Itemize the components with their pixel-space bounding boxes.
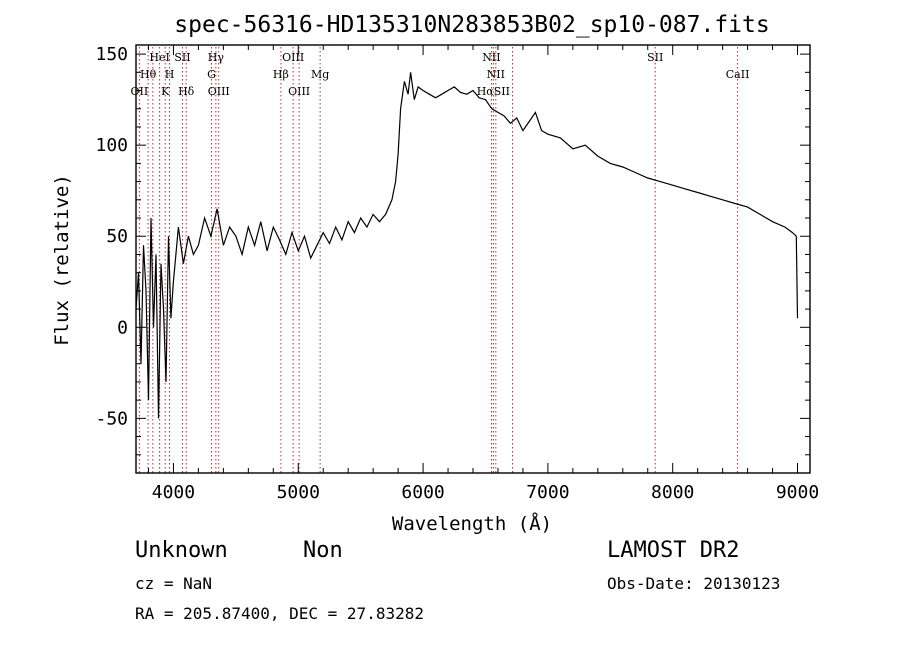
y-tick-label: 150 [95,44,128,65]
x-tick-label: 9000 [776,482,819,503]
line-label: SII [647,51,663,64]
line-label: Mg [311,68,329,81]
axis-ticks: 4000 5000 6000 7000 8000 9000 -50 0 50 100 150 [95,44,819,503]
line-label: HeI [149,51,169,64]
line-label: CaII [726,68,750,81]
line-label: Hγ [208,51,225,64]
line-label: Hδ [178,85,195,98]
line-label: OII [131,85,149,98]
line-label: NII [487,68,505,81]
line-label: Hθ [140,68,157,81]
y-tick-label: 0 [117,317,128,338]
survey-label: LAMOST DR2 [607,538,740,563]
line-marker-layer [138,47,739,473]
line-label: OIII [282,51,304,64]
line-label: SII [174,51,190,64]
spectrum-line [135,72,799,419]
plot-frame [135,44,811,474]
y-tick-label: -50 [95,408,128,429]
line-label: NII [482,51,500,64]
y-axis-label: Flux (relative) [51,174,73,346]
subclass-label: Non [303,538,343,563]
radec-label: RA = 205.87400, DEC = 27.83282 [135,604,424,623]
line-label: G [207,68,216,81]
y-tick-label: 100 [95,135,128,156]
line-label: HαSII [477,85,510,98]
line-label: OIII [208,85,230,98]
line-label: H [165,68,175,81]
line-label-layer: OIIHθHeIKHSIIHδHγGOIIIHβOIIIOIIIMgNIINII… [131,51,750,98]
obs-date-label: Obs-Date: 20130123 [607,574,781,593]
class-label: Unknown [135,538,228,563]
x-tick-label: 5000 [277,482,320,503]
x-tick-label: 6000 [401,482,444,503]
cz-label: cz = NaN [135,574,213,593]
line-label: OIII [288,85,310,98]
x-tick-label: 8000 [651,482,694,503]
x-tick-label: 4000 [152,482,195,503]
line-label: Hβ [273,68,289,81]
chart-title: spec-56316-HD135310N283853B02_sp10-087.f… [174,12,769,38]
line-label: K [161,85,170,98]
x-tick-label: 7000 [526,482,569,503]
y-tick-label: 50 [106,226,128,247]
x-axis-label: Wavelength (Å) [392,512,552,535]
